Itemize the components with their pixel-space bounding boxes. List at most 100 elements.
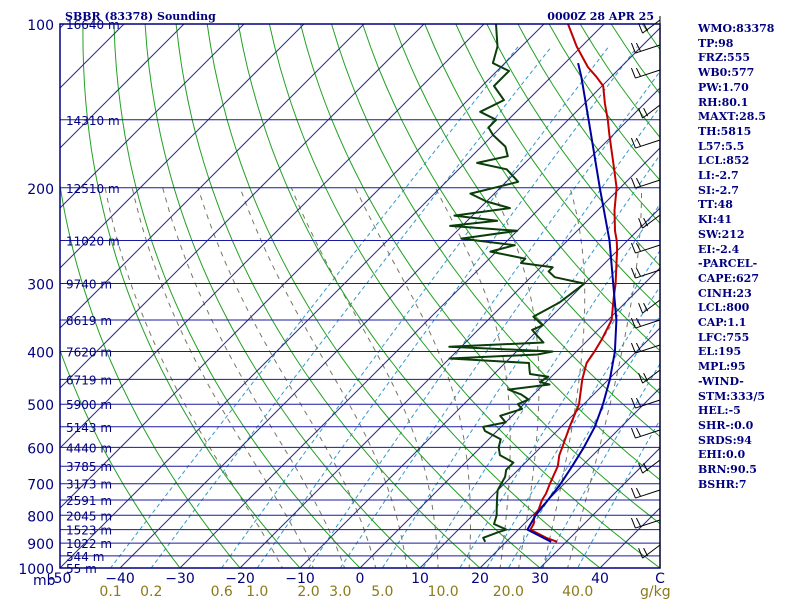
wind-barb [630, 317, 661, 329]
wind-barb [630, 427, 661, 439]
height-label: 14310 m [66, 114, 120, 128]
dry-adiabat-line [175, 24, 481, 568]
pressure-tick-label: 300 [27, 278, 54, 294]
dry-adiabat-line [82, 24, 301, 568]
isotherm-line [419, 327, 660, 568]
dry-adiabat-line [144, 24, 421, 568]
mixing-ratio-label: 0.6 [211, 584, 233, 600]
index-line: WMO:83378 [698, 22, 775, 35]
pressure-tick-label: 800 [27, 509, 54, 525]
isotherm-line [119, 27, 660, 568]
index-line: LCL:800 [698, 301, 750, 315]
height-label: 3173 m [66, 478, 112, 492]
wind-barb [630, 517, 661, 529]
temperature-tick-label: 20 [471, 571, 489, 587]
isotherm-line [60, 24, 365, 329]
height-label: 4440 m [66, 441, 112, 455]
moist-adiabat-line [239, 187, 408, 568]
isotherm-line [60, 24, 245, 209]
mixing-ratio-label: 5.0 [371, 584, 393, 600]
index-line: PW:1.70 [698, 80, 749, 94]
isotherm-line [60, 24, 185, 149]
index-line: HEL:-5 [698, 404, 741, 418]
isotherm-line [479, 387, 660, 568]
index-line: EHI:0.0 [698, 448, 746, 462]
wind-barb [638, 214, 661, 229]
height-label: 3785 m [66, 460, 112, 474]
index-line: SRDS:94 [698, 433, 752, 447]
dry-adiabat-line [486, 24, 660, 267]
isotherm-line [539, 447, 660, 568]
isotherm-line [60, 24, 545, 509]
isotherm-line [60, 24, 605, 568]
index-line: LCL:852 [698, 154, 750, 168]
mixing-ratio-line [339, 105, 660, 568]
isotherm-line [239, 147, 660, 568]
mixing-ratio-line [307, 70, 660, 568]
indices-panel: WMO:83378 TP:98 FRZ:555 WB0:577 PW:1.70 RH:80… [698, 22, 798, 493]
height-label: 2045 m [66, 509, 112, 523]
wind-barb [630, 267, 661, 279]
temperature-unit-label: C [655, 571, 665, 587]
height-label: 8619 m [66, 314, 112, 328]
wind-barb [630, 177, 661, 189]
isotherm-line [299, 207, 660, 568]
index-line: TH:5815 [698, 124, 752, 138]
height-label: 6719 m [66, 373, 112, 387]
pressure-tick-label: 900 [27, 537, 54, 553]
wind-barb [638, 459, 661, 474]
moist-adiabat-line [131, 187, 314, 568]
index-line: SHR-:0.0 [698, 418, 754, 432]
height-label: 11020 m [66, 234, 120, 248]
mixing-ratio-label: 10.0 [428, 584, 459, 600]
index-line: MPL:95 [698, 360, 746, 374]
mixing-ratio-line [507, 315, 660, 568]
wind-barb [630, 397, 661, 409]
height-label: 1022 m [66, 537, 112, 551]
wind-barb [630, 342, 661, 354]
mixing-ratio-line [459, 249, 660, 568]
isotherm-line [60, 24, 305, 269]
mixing-ratio-label: 2.0 [297, 584, 319, 600]
temperature-tick-label: 30 [531, 571, 549, 587]
pressure-tick-label: 600 [27, 441, 54, 457]
temperature-tick-label: 10 [411, 571, 429, 587]
moist-adiabat-line [567, 187, 642, 568]
index-line: LFC:755 [698, 330, 750, 344]
pressure-tick-label: 1000 [18, 562, 54, 578]
wind-barb [630, 67, 661, 79]
index-line: RH:80.1 [698, 95, 749, 109]
height-label: 544 m [66, 550, 104, 564]
dry-adiabat-line [60, 181, 241, 568]
temperature-tick-label: −30 [165, 571, 195, 587]
height-label: 55 m [66, 562, 97, 576]
mixing-ratio-line [486, 285, 660, 568]
index-line: SI:-2.7 [698, 183, 739, 197]
index-line: L57:5.5 [698, 139, 745, 153]
mixing-ratio-label: 0.2 [140, 584, 162, 600]
pressure-tick-label: 100 [27, 18, 54, 34]
pressure-tick-label: 200 [27, 182, 54, 198]
dry-adiabat-line [60, 348, 181, 568]
mixing-ratio-label: 0.1 [99, 584, 121, 600]
index-line: TT:48 [698, 198, 733, 212]
wind-barb [638, 104, 661, 119]
moist-adiabat-line [290, 187, 439, 568]
wind-barb [638, 369, 661, 384]
wind-barb [638, 299, 661, 314]
temperature-tick-label: −10 [285, 571, 315, 587]
wind-barb [630, 242, 661, 254]
dewpoint-trace [448, 24, 586, 543]
temperature-tick-label: −40 [105, 571, 135, 587]
moist-adiabat-line [491, 187, 540, 568]
mixing-ratio-line [221, 46, 610, 568]
wind-barb [630, 137, 661, 149]
height-label: 2591 m [66, 494, 112, 508]
moist-adiabat-line [197, 187, 377, 568]
mixing-ratio-label: 1.0 [246, 584, 268, 600]
index-line: SW:212 [698, 227, 745, 241]
index-line: MAXT:28.5 [698, 110, 766, 124]
isotherm-line [179, 87, 660, 568]
sounding-time: 0000Z 28 APR 25 [547, 10, 654, 23]
